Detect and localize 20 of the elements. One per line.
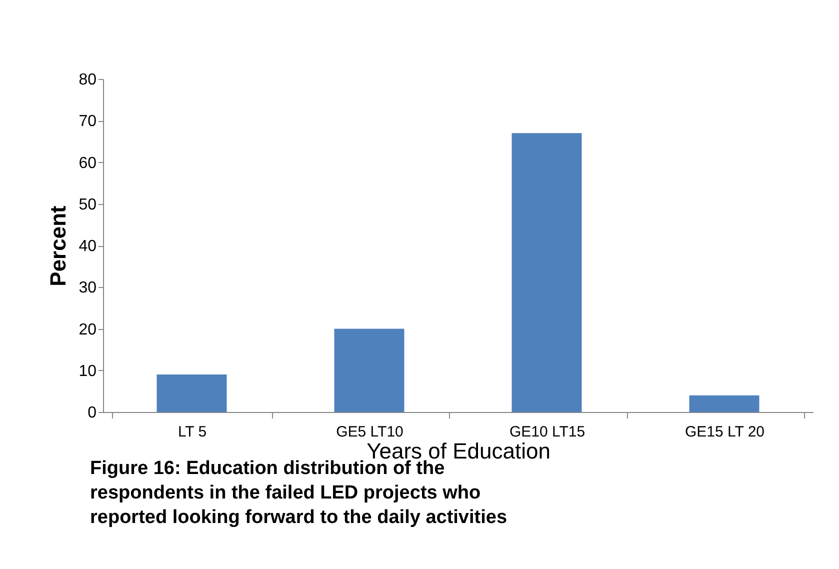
x-tick-label: GE5 LT10 xyxy=(336,424,404,440)
text: reported looking forward to the daily activities xyxy=(90,507,508,528)
bar xyxy=(334,328,404,412)
bar xyxy=(689,395,760,412)
y-tick-label: 60 xyxy=(78,154,97,172)
bar xyxy=(512,133,582,412)
x-tick-label: LT 5 xyxy=(178,424,207,440)
y-axis-title: Percent xyxy=(46,204,71,286)
y-tick-label: 50 xyxy=(78,196,97,214)
text: respondents in the failed LED projects who xyxy=(90,482,481,504)
x-tick-label: GE15 LT 20 xyxy=(685,424,764,440)
bar xyxy=(156,374,227,412)
y-tick-label: 30 xyxy=(78,280,97,297)
y-tick-label: 10 xyxy=(78,362,97,380)
y-tick-label: 0 xyxy=(88,404,97,422)
y-tick-label: 20 xyxy=(78,321,97,338)
y-tick-label: 70 xyxy=(78,113,97,130)
x-tick-label: GE10 LT15 xyxy=(509,424,586,440)
y-tick-label: 40 xyxy=(78,238,97,255)
y-tick-label: 80 xyxy=(78,72,97,88)
